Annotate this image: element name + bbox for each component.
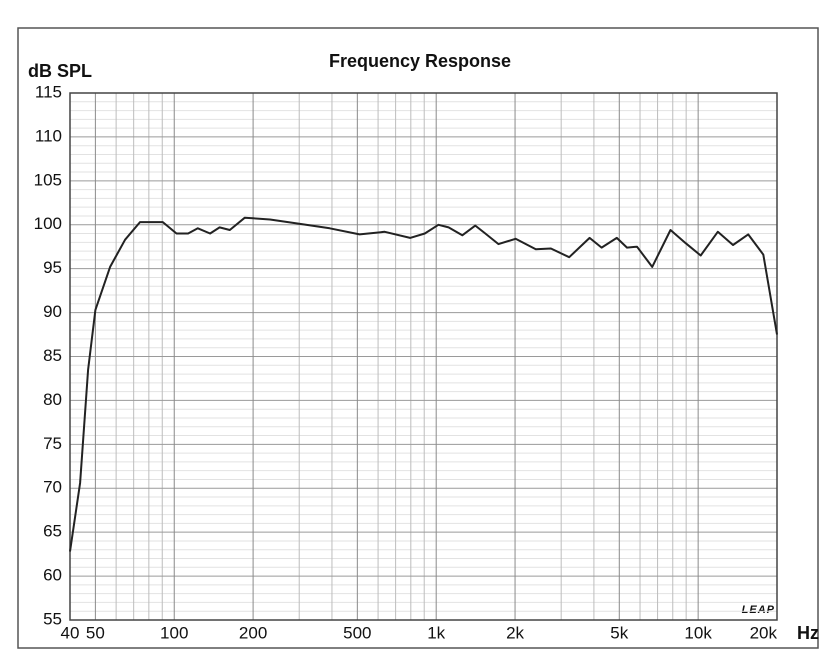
x-tick-label: 500 [343,623,371,642]
x-tick-label: 5k [610,623,628,642]
y-tick-label: 105 [34,170,62,189]
response-line [69,216,778,552]
y-tick-label: 75 [43,434,62,453]
x-tick-label: 40 [61,623,80,642]
y-axis-label: dB SPL [28,61,92,81]
x-tick-label: 20k [750,623,778,642]
y-tick-label: 100 [34,214,62,233]
y-tick-label: 70 [43,478,62,497]
chart-title: Frequency Response [329,51,511,71]
x-tick-label: 100 [160,623,188,642]
x-tick-label: 1k [427,623,445,642]
x-tick-label: 200 [239,623,267,642]
x-tick-label: 10k [684,623,712,642]
annotation: LEAP [742,604,775,616]
y-tick-label: 90 [43,302,62,321]
x-tick-label: 2k [506,623,524,642]
plot-border [69,92,778,621]
y-tick-label: 80 [43,390,62,409]
y-tick-label: 60 [43,566,62,585]
y-tick-label: 115 [35,82,62,101]
y-tick-label: 55 [43,609,62,628]
frame [17,27,819,649]
y-tick-label: 85 [43,346,62,365]
x-axis-label: Hz [797,623,819,643]
y-tick-label: 95 [43,258,62,277]
y-tick-label: 65 [43,522,62,541]
x-tick-label: 50 [86,623,105,642]
y-tick-label: 110 [35,126,62,145]
